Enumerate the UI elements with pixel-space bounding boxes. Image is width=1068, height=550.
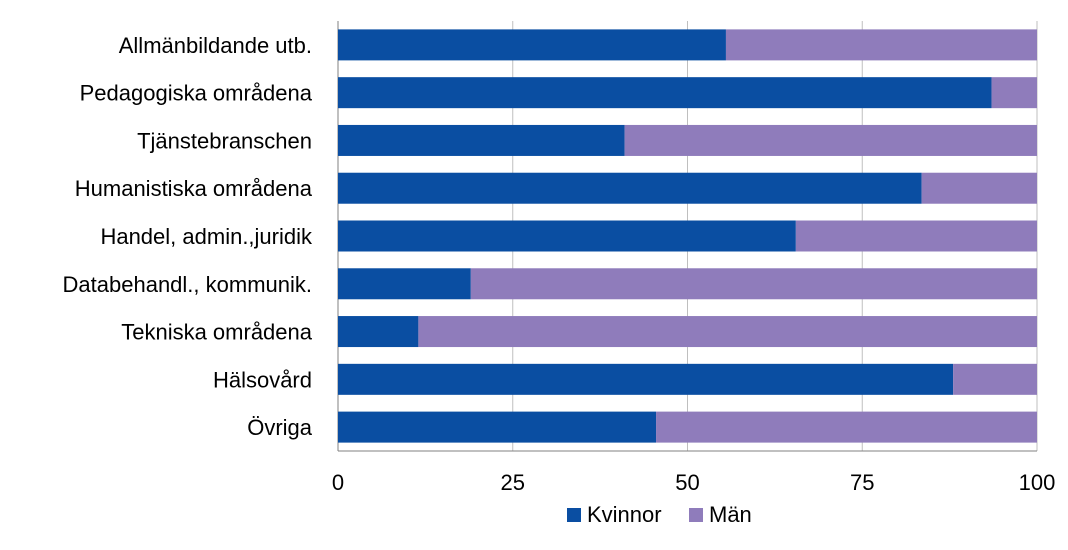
bar-kvinnor-1 <box>338 77 992 109</box>
x-tick-label: 0 <box>332 470 344 495</box>
category-label: Tekniska områdena <box>121 320 313 345</box>
bar-man-2 <box>624 124 1037 156</box>
x-tick-label: 100 <box>1019 470 1056 495</box>
bar-kvinnor-2 <box>338 124 625 156</box>
bar-kvinnor-0 <box>338 29 726 61</box>
bar-man-1 <box>991 77 1037 109</box>
x-axis-ticks: 0 25 50 75 100 <box>332 470 1055 495</box>
bar-man-8 <box>656 411 1037 443</box>
legend-swatch-kvinnor <box>567 508 581 522</box>
bars <box>338 29 1037 443</box>
legend-label-man: Män <box>709 502 752 527</box>
legend-swatch-man <box>689 508 703 522</box>
bar-kvinnor-3 <box>338 172 922 204</box>
bar-man-5 <box>470 268 1037 300</box>
bar-man-0 <box>725 29 1037 61</box>
category-label: Övriga <box>247 415 313 440</box>
bar-man-4 <box>795 220 1037 252</box>
category-label: Handel, admin.,juridik <box>100 224 313 249</box>
category-label: Tjänstebranschen <box>137 128 312 153</box>
bar-kvinnor-8 <box>338 411 657 443</box>
bar-kvinnor-7 <box>338 363 954 395</box>
x-tick-label: 50 <box>675 470 699 495</box>
bar-man-7 <box>953 363 1037 395</box>
bar-man-6 <box>418 316 1037 348</box>
category-labels: Allmänbildande utb. Pedagogiska områdena T… <box>63 33 313 440</box>
legend: Kvinnor Män <box>567 502 752 527</box>
x-tick-label: 75 <box>850 470 874 495</box>
x-tick-label: 25 <box>501 470 525 495</box>
category-label: Allmänbildande utb. <box>119 33 312 58</box>
category-label: Pedagogiska områdena <box>80 81 313 106</box>
category-label: Hälsovård <box>213 367 312 392</box>
bar-kvinnor-6 <box>338 316 419 348</box>
bar-kvinnor-4 <box>338 220 796 252</box>
bar-man-3 <box>921 172 1037 204</box>
category-label: Humanistiska områdena <box>75 176 313 201</box>
legend-label-kvinnor: Kvinnor <box>587 502 662 527</box>
category-label: Databehandl., kommunik. <box>63 272 312 297</box>
bar-kvinnor-5 <box>338 268 471 300</box>
